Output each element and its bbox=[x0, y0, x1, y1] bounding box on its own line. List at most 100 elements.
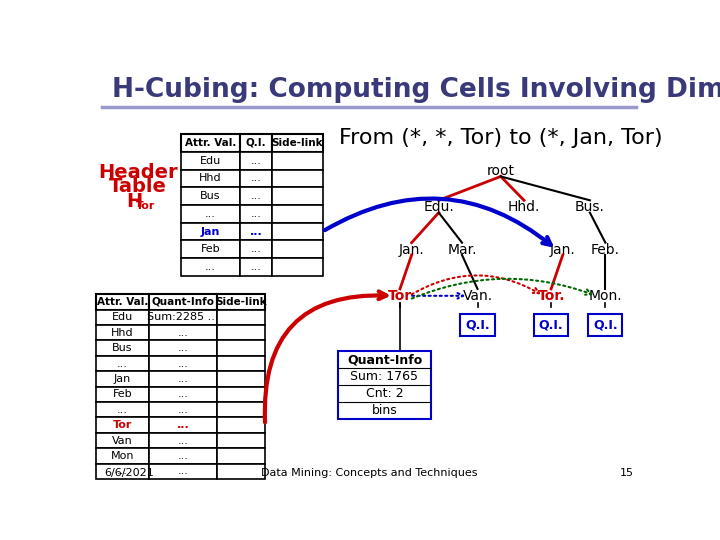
Text: Bus: Bus bbox=[200, 191, 221, 201]
Text: ...: ... bbox=[178, 436, 189, 446]
FancyArrowPatch shape bbox=[265, 292, 387, 422]
Text: ...: ... bbox=[117, 359, 128, 369]
Text: ...: ... bbox=[251, 191, 261, 201]
Text: ...: ... bbox=[251, 173, 261, 184]
Bar bbox=[217, 448, 265, 464]
Text: Van.: Van. bbox=[462, 289, 492, 303]
Bar bbox=[96, 387, 149, 402]
Bar bbox=[240, 152, 272, 170]
Text: H: H bbox=[126, 192, 143, 211]
Text: Sum:2285 ...: Sum:2285 ... bbox=[148, 312, 219, 322]
Bar bbox=[96, 372, 149, 387]
Text: Bus.: Bus. bbox=[575, 200, 605, 214]
FancyArrowPatch shape bbox=[412, 279, 591, 299]
Text: Cnt: 2: Cnt: 2 bbox=[366, 387, 403, 400]
Bar bbox=[217, 356, 265, 372]
Bar bbox=[272, 152, 323, 170]
Bar bbox=[181, 187, 240, 205]
Bar bbox=[240, 240, 272, 258]
Text: Feb: Feb bbox=[201, 244, 220, 254]
Bar bbox=[181, 205, 240, 222]
FancyArrowPatch shape bbox=[325, 199, 551, 245]
Text: H-Cubing: Computing Cells Involving Dimension City: H-Cubing: Computing Cells Involving Dime… bbox=[112, 77, 720, 103]
Text: Mon.: Mon. bbox=[588, 289, 622, 303]
Text: Data Mining: Concepts and Techniques: Data Mining: Concepts and Techniques bbox=[261, 468, 477, 478]
Text: Tor: Tor bbox=[136, 201, 156, 212]
Bar bbox=[96, 448, 149, 464]
Text: Tor.: Tor. bbox=[537, 289, 565, 303]
Bar bbox=[181, 134, 240, 152]
Text: 6/6/2021: 6/6/2021 bbox=[104, 468, 153, 478]
Bar bbox=[217, 309, 265, 325]
Text: ...: ... bbox=[178, 374, 189, 384]
Bar bbox=[272, 187, 323, 205]
Bar bbox=[96, 417, 149, 433]
Text: Edu: Edu bbox=[112, 312, 133, 322]
Text: ...: ... bbox=[178, 328, 189, 338]
Text: Q.I.: Q.I. bbox=[593, 319, 618, 332]
Bar bbox=[217, 340, 265, 356]
Bar bbox=[217, 402, 265, 417]
Text: Quant-Info: Quant-Info bbox=[347, 353, 422, 366]
Bar bbox=[217, 372, 265, 387]
Text: Side-link: Side-link bbox=[271, 138, 323, 148]
Text: root: root bbox=[487, 164, 515, 178]
Bar bbox=[338, 351, 431, 419]
Text: Jan.: Jan. bbox=[550, 242, 575, 256]
Bar bbox=[96, 340, 149, 356]
Text: ...: ... bbox=[205, 262, 216, 272]
Bar bbox=[181, 258, 240, 276]
Text: ...: ... bbox=[178, 467, 189, 476]
Bar bbox=[461, 314, 495, 336]
Text: Mar.: Mar. bbox=[447, 242, 477, 256]
Text: ...: ... bbox=[251, 244, 261, 254]
Text: Hhd.: Hhd. bbox=[508, 200, 540, 214]
Text: Q.I.: Q.I. bbox=[246, 138, 266, 148]
Text: ...: ... bbox=[178, 359, 189, 369]
Bar bbox=[96, 356, 149, 372]
Bar bbox=[149, 464, 217, 479]
Text: Attr. Val.: Attr. Val. bbox=[185, 138, 236, 148]
Bar bbox=[272, 170, 323, 187]
Bar bbox=[240, 258, 272, 276]
Bar bbox=[181, 170, 240, 187]
Bar bbox=[96, 402, 149, 417]
Bar bbox=[272, 222, 323, 240]
Text: ...: ... bbox=[178, 343, 189, 353]
Text: ...: ... bbox=[251, 156, 261, 166]
Text: ...: ... bbox=[178, 405, 189, 415]
Text: Tor: Tor bbox=[113, 420, 132, 430]
Text: Q.I.: Q.I. bbox=[539, 319, 564, 332]
Text: Bus: Bus bbox=[112, 343, 132, 353]
Text: Jan: Jan bbox=[114, 374, 131, 384]
FancyArrowPatch shape bbox=[412, 293, 463, 299]
Bar bbox=[96, 325, 149, 340]
Text: ...: ... bbox=[251, 262, 261, 272]
Text: Mon: Mon bbox=[111, 451, 135, 461]
Text: Sum: 1765: Sum: 1765 bbox=[351, 370, 418, 383]
Text: Feb.: Feb. bbox=[591, 242, 620, 256]
Bar bbox=[96, 464, 149, 479]
Bar bbox=[272, 240, 323, 258]
Bar bbox=[96, 433, 149, 448]
Bar bbox=[149, 402, 217, 417]
Text: bins: bins bbox=[372, 404, 397, 417]
Bar bbox=[240, 170, 272, 187]
Text: ...: ... bbox=[205, 209, 216, 219]
Text: ...: ... bbox=[249, 226, 262, 237]
Bar bbox=[534, 314, 568, 336]
Bar bbox=[217, 325, 265, 340]
Bar bbox=[240, 187, 272, 205]
Text: Q.I.: Q.I. bbox=[465, 319, 490, 332]
Bar bbox=[149, 325, 217, 340]
Text: Jan: Jan bbox=[201, 226, 220, 237]
Text: Van: Van bbox=[112, 436, 133, 446]
Bar bbox=[96, 294, 149, 309]
Bar bbox=[149, 417, 217, 433]
Text: ...: ... bbox=[178, 389, 189, 400]
Bar bbox=[240, 222, 272, 240]
Text: Table: Table bbox=[109, 177, 167, 196]
Bar bbox=[181, 152, 240, 170]
Bar bbox=[217, 294, 265, 309]
Bar bbox=[149, 448, 217, 464]
